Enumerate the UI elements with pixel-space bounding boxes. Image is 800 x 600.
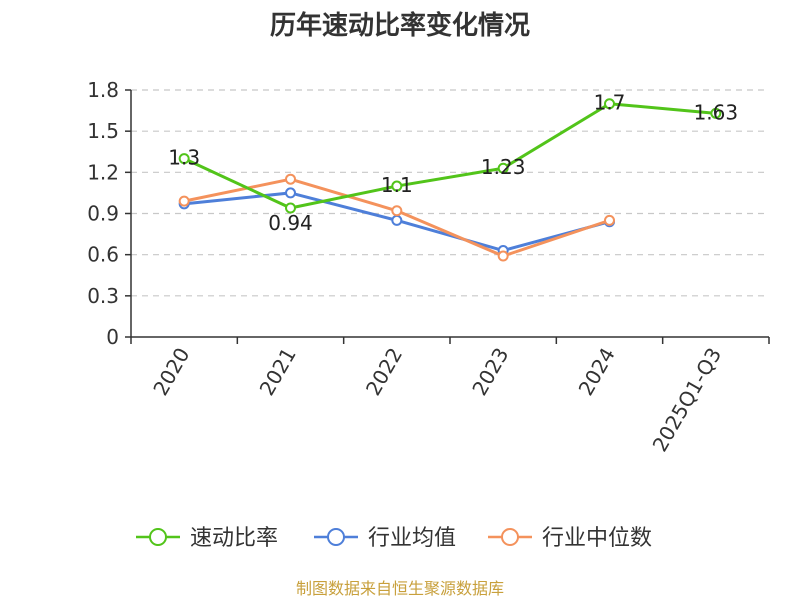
data-label: 1.3 [168, 146, 200, 170]
legend-label: 行业均值 [368, 526, 456, 551]
data-point [391, 214, 403, 226]
data-point [285, 202, 296, 214]
legend-label: 速动比率 [190, 526, 278, 551]
axis-layer: 0 0.3 0.6 0.9 1.2 1.5 1.8 2020 2021 2022 2023 2024 2… [87, 78, 770, 456]
data-point [391, 205, 403, 217]
source-note: 制图数据来自恒生聚源数据库 [296, 579, 504, 598]
data-point [391, 180, 403, 192]
data-point [178, 195, 190, 207]
series-line-0 [183, 102, 716, 210]
y-tick-label: 0.6 [87, 243, 119, 267]
x-tick-label: 2023 [467, 343, 513, 399]
y-tick-label: 0 [106, 325, 119, 349]
data-point [285, 173, 296, 185]
y-tick-label: 1.2 [87, 160, 119, 184]
series-layer [178, 98, 722, 262]
x-tick-label: 2022 [361, 344, 407, 400]
data-point [178, 153, 190, 165]
x-tick-label: 2024 [574, 344, 620, 400]
data-label: 1.7 [594, 91, 626, 115]
label-layer: 1.3 0.94 1.1 1.23 1.7 1.63 [168, 91, 738, 235]
y-tick-label: 1.5 [87, 119, 119, 143]
x-tick-label: 2025Q1-Q3 [647, 344, 726, 456]
y-tick-label: 0.9 [87, 202, 119, 226]
y-tick-label: 1.8 [87, 78, 119, 102]
legend-marker [501, 528, 519, 546]
legend-marker [149, 528, 167, 546]
chart-title: 历年速动比率变化情况 [270, 10, 530, 41]
legend-marker [327, 528, 345, 546]
legend-label: 行业中位数 [542, 526, 652, 551]
data-point [604, 214, 615, 226]
legend-item-1[interactable]: 行业均值 [314, 526, 456, 551]
data-point [604, 98, 615, 110]
x-tick-label: 2020 [148, 344, 194, 400]
legend-item-0[interactable]: 速动比率 [136, 526, 278, 551]
data-label: 1.1 [381, 173, 413, 197]
data-label: 1.23 [481, 155, 526, 179]
data-point [497, 250, 509, 262]
data-label: 1.63 [694, 100, 739, 124]
data-point [710, 107, 722, 119]
legend-item-2[interactable]: 行业中位数 [488, 526, 652, 551]
data-point [497, 162, 509, 174]
y-tick-label: 0.3 [87, 284, 119, 308]
data-label: 0.94 [268, 211, 313, 235]
data-point [285, 187, 296, 199]
legend: 速动比率 行业均值 行业中位数 [136, 526, 652, 551]
x-tick-label: 2021 [255, 344, 301, 400]
grid-layer [131, 89, 769, 297]
